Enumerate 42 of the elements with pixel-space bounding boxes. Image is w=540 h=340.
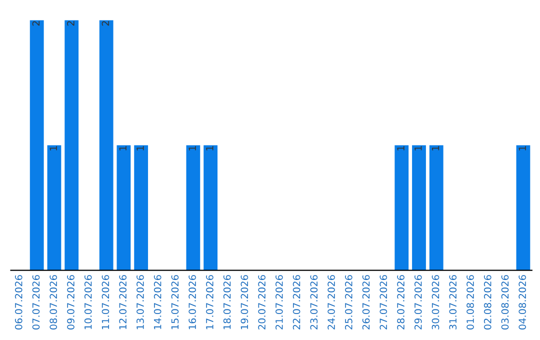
x-tick-label: 18.07.2026 [223, 275, 231, 330]
x-tick-label: 12.07.2026 [119, 275, 127, 330]
data-label: 1 [432, 146, 440, 150]
x-tick-label: 25.07.2026 [344, 275, 352, 330]
data-label: 1 [50, 146, 57, 150]
x-tick-label: 09.07.2026 [67, 275, 74, 330]
data-label: 2 [67, 21, 74, 26]
x-tick-label: 21.07.2026 [276, 275, 283, 330]
x-tick-label: 16.07.2026 [188, 275, 196, 330]
x-tick-label: 03.08.2026 [501, 275, 509, 330]
x-tick-label: 04.08.2026 [518, 275, 526, 330]
data-label: 1 [518, 146, 526, 150]
data-label: 1 [397, 146, 404, 150]
x-tick-label: 28.07.2026 [397, 275, 404, 330]
data-label: 1 [188, 146, 196, 150]
data-label: 1 [136, 146, 144, 150]
x-tick-label: 01.08.2026 [466, 275, 474, 330]
x-tick-label: 20.07.2026 [258, 275, 266, 330]
x-tick-label: 06.07.2026 [14, 275, 22, 330]
x-tick-label: 30.07.2026 [432, 275, 440, 330]
data-label: 1 [414, 146, 422, 150]
x-tick-label: 31.07.2026 [449, 275, 457, 330]
x-tick-label: 17.07.2026 [206, 275, 214, 330]
x-tick-label: 11.07.2026 [102, 275, 110, 330]
x-tick-label: 22.07.2026 [292, 275, 300, 330]
x-tick-label: 13.07.2026 [136, 275, 144, 330]
data-label: 2 [102, 21, 110, 26]
x-tick-label: 24.07.2026 [328, 275, 335, 330]
x-tick-label: 23.07.2026 [310, 275, 318, 330]
x-tick-label: 29.07.2026 [414, 275, 422, 330]
x-tick-label: 07.07.2026 [32, 275, 40, 330]
data-label: 1 [206, 146, 214, 150]
x-tick-label: 15.07.2026 [171, 275, 179, 330]
data-label: 1 [119, 146, 126, 150]
x-tick-label: 10.07.2026 [84, 275, 92, 330]
x-tick-label: 02.08.2026 [484, 275, 492, 330]
x-tick-label: 27.07.2026 [380, 275, 388, 330]
x-tick-label: 26.07.2026 [362, 275, 370, 330]
x-tick-label: 14.07.2026 [154, 275, 162, 330]
x-tick-label: 19.07.2026 [240, 275, 248, 330]
x-tick-label: 08.07.2026 [50, 275, 58, 330]
data-label: 2 [32, 21, 40, 26]
